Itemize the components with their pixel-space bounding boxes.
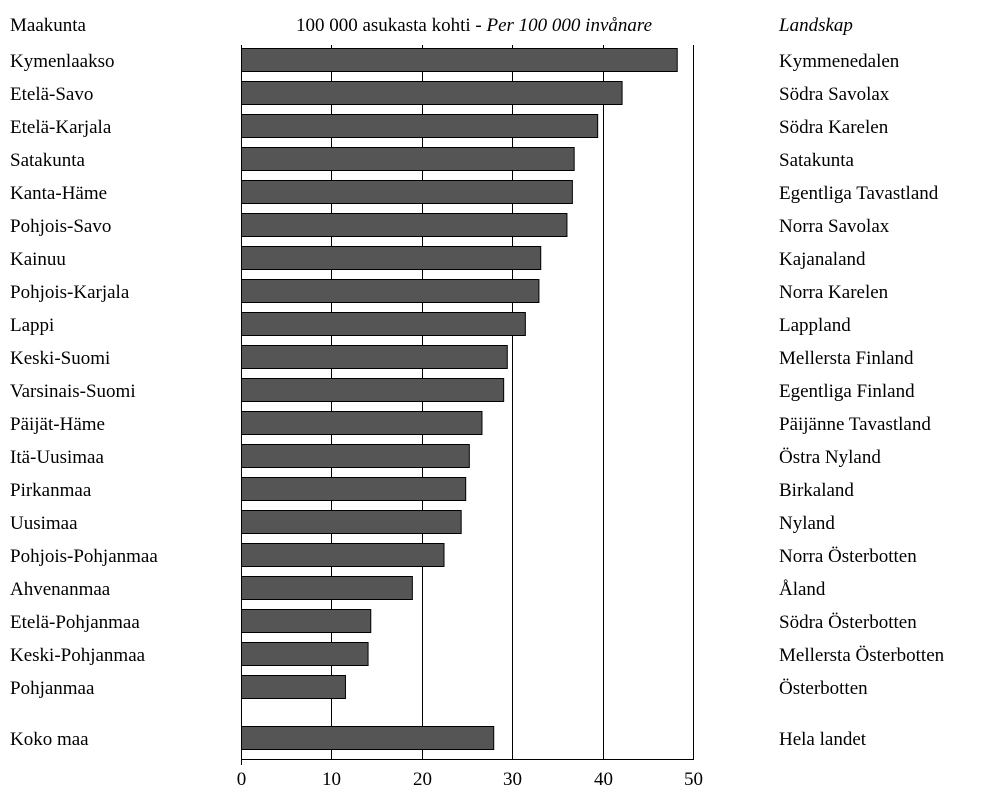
header-center-fi: 100 000 asukasta kohti	[296, 15, 471, 36]
category-label-sv: Kymmenedalen	[779, 51, 900, 72]
category-label-fi: Ahvenanmaa	[10, 579, 111, 600]
category-label-sv: Södra Karelen	[779, 117, 889, 138]
category-label-fi: Uusimaa	[10, 513, 78, 534]
category-label-fi: Kymenlaakso	[10, 51, 114, 72]
bar	[241, 378, 505, 402]
bar	[241, 477, 467, 501]
category-label-fi: Kainuu	[10, 249, 66, 270]
bar	[241, 411, 483, 435]
category-label-fi: Keski-Pohjanmaa	[10, 645, 146, 666]
bar	[241, 246, 542, 270]
category-label-sv: Lappland	[779, 315, 851, 336]
category-label-fi: Keski-Suomi	[10, 348, 110, 369]
bars	[241, 48, 678, 750]
category-label-sv: Mellersta Österbotten	[779, 645, 945, 666]
bar	[241, 180, 573, 204]
category-label-sv: Hela landet	[779, 729, 867, 750]
bar	[241, 609, 372, 633]
category-labels: Kymenlaakso Kymmenedalen Etelä-Savo Södra S…	[10, 51, 945, 750]
header-left: Maakunta	[10, 15, 87, 36]
bar	[241, 312, 526, 336]
category-label-fi: Etelä-Karjala	[10, 117, 112, 138]
category-label-fi: Satakunta	[10, 150, 85, 171]
category-label-fi: Pohjois-Savo	[10, 216, 111, 237]
bar	[241, 213, 568, 237]
category-label-fi: Kanta-Häme	[10, 183, 107, 204]
category-label-sv: Södra Savolax	[779, 84, 890, 105]
x-tick-label: 50	[684, 769, 703, 790]
bar	[241, 279, 540, 303]
x-tick-label: 30	[503, 769, 522, 790]
bar	[241, 48, 678, 72]
bar	[241, 81, 623, 105]
category-label-fi: Etelä-Pohjanmaa	[10, 612, 140, 633]
x-tick-label: 20	[413, 769, 432, 790]
bar	[241, 576, 413, 600]
bar	[241, 345, 508, 369]
category-label-sv: Österbotten	[779, 678, 868, 699]
category-label-sv: Norra Karelen	[779, 282, 889, 303]
category-label-fi: Lappi	[10, 315, 54, 336]
category-label-sv: Norra Österbotten	[779, 546, 917, 567]
bar	[241, 444, 470, 468]
header-sep: -	[471, 15, 487, 36]
category-label-sv: Mellersta Finland	[779, 348, 914, 369]
category-label-fi: Koko maa	[10, 729, 89, 750]
category-label-fi: Pirkanmaa	[10, 480, 92, 501]
category-label-fi: Etelä-Savo	[10, 84, 93, 105]
bar	[241, 675, 346, 699]
category-label-sv: Egentliga Tavastland	[779, 183, 939, 204]
header-center: 100 000 asukasta kohti - Per 100 000 inv…	[296, 15, 652, 36]
category-label-sv: Södra Österbotten	[779, 612, 917, 633]
category-label-fi: Päijät-Häme	[10, 414, 105, 435]
category-label-fi: Pohjanmaa	[10, 678, 95, 699]
bar	[241, 543, 445, 567]
bar	[241, 147, 575, 171]
category-label-fi: Pohjois-Karjala	[10, 282, 130, 303]
header-center-sv: Per 100 000 invånare	[485, 15, 652, 36]
x-tick-label: 10	[322, 769, 341, 790]
x-tick-label: 40	[594, 769, 613, 790]
bar	[241, 726, 495, 750]
category-label-sv: Östra Nyland	[779, 447, 881, 468]
category-label-sv: Åland	[779, 579, 826, 600]
category-label-fi: Varsinais-Suomi	[10, 381, 136, 402]
category-label-sv: Päijänne Tavastland	[779, 414, 931, 435]
category-label-sv: Kajanaland	[779, 249, 866, 270]
category-label-sv: Birkaland	[779, 480, 854, 501]
category-label-sv: Nyland	[779, 513, 835, 534]
x-tick-label: 0	[237, 769, 247, 790]
bar	[241, 642, 369, 666]
x-axis-ticks: 0 10 20 30 40 50	[237, 769, 703, 790]
bar	[241, 510, 462, 534]
category-label-sv: Egentliga Finland	[779, 381, 915, 402]
category-label-fi: Pohjois-Pohjanmaa	[10, 546, 158, 567]
category-label-sv: Satakunta	[779, 150, 854, 171]
category-label-sv: Norra Savolax	[779, 216, 890, 237]
header-right: Landskap	[778, 15, 853, 36]
bar	[241, 114, 599, 138]
category-label-fi: Itä-Uusimaa	[10, 447, 104, 468]
